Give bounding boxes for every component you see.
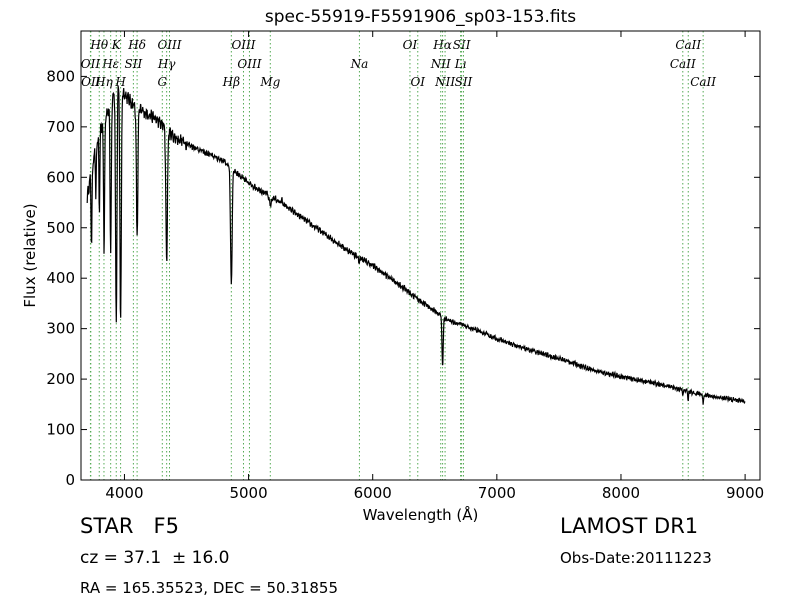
x-axis-label: Wavelength (Å) [363,505,479,524]
line-label: OI [403,38,418,52]
y-tick-label: 200 [46,370,75,388]
line-label: Hδ [127,38,146,52]
x-tick-label: 9000 [726,484,764,502]
line-label: Hβ [222,75,240,89]
y-tick-label: 600 [46,168,75,186]
line-label: CaII [670,57,696,71]
line-label: Na [350,57,369,71]
line-label: Hα [432,38,452,52]
y-axis-label: Flux (relative) [21,203,39,307]
line-label: G [158,75,168,89]
line-label: Hγ [157,57,176,71]
coords-text: RA = 165.35523, DEC = 50.31855 [80,579,339,597]
line-label: NII [430,57,451,71]
chart-title: spec-55919-F5591906_sp03-153.fits [265,7,576,27]
line-label: SII [453,38,471,52]
line-label: K [111,38,122,52]
survey-label: LAMOST DR1 [560,514,699,538]
line-label: SII [455,75,473,89]
line-label: Hη [94,75,113,89]
x-tick-label: 8000 [602,484,640,502]
obs-date: Obs-Date:20111223 [560,549,712,567]
y-tick-label: 500 [46,219,75,237]
line-label: SII [125,57,143,71]
y-tick-label: 0 [65,471,75,489]
class-label: STAR F5 [80,514,179,538]
line-label: OIII [237,57,261,71]
plot-frame [80,30,761,481]
line-label: Lı [454,57,467,71]
y-tick-label: 100 [46,421,75,439]
line-label: OIII [157,38,181,52]
y-tick-label: 800 [46,67,75,85]
x-tick-label: 4000 [105,484,143,502]
line-label: H [114,75,126,89]
line-label: NII [434,75,455,89]
line-label: OIII [231,38,255,52]
x-tick-label: 7000 [478,484,516,502]
x-tick-label: 6000 [354,484,392,502]
y-tick-label: 700 [46,118,75,136]
line-label: Hε [101,57,119,71]
y-tick-label: 300 [46,320,75,338]
line-label: OII [81,75,101,89]
line-label: CaII [690,75,716,89]
line-label: CaII [675,38,701,52]
line-label: OI [410,75,425,89]
spectrum-line [86,85,746,405]
line-label: Hθ [89,38,108,52]
y-tick-label: 400 [46,269,75,287]
x-tick-label: 5000 [229,484,267,502]
cz-text: cz = 37.1 ± 16.0 [80,548,230,568]
line-label: Mg [259,75,280,89]
